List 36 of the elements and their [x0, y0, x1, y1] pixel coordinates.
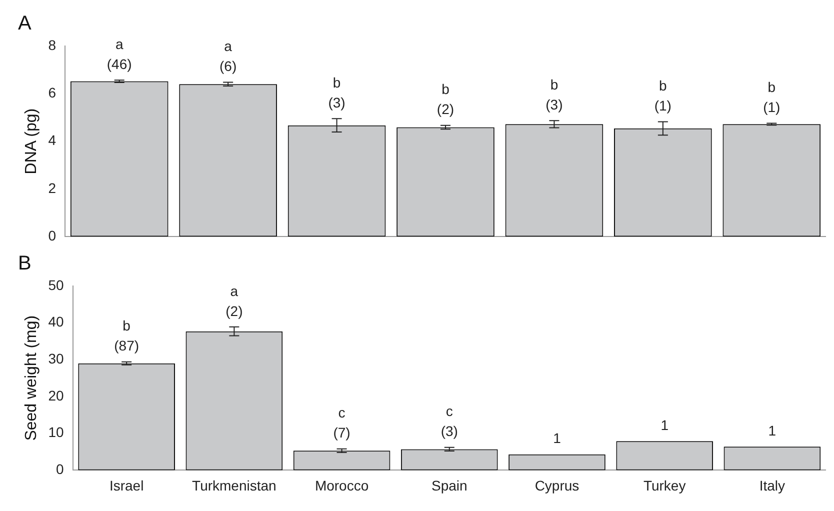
y-tick-label: 50 [48, 276, 64, 293]
annotation: 1 [660, 416, 669, 433]
annotation: c (3) [440, 403, 458, 440]
chart-title: A [18, 12, 32, 35]
y-tick-label: 8 [48, 36, 56, 53]
annotation: a (2) [226, 282, 243, 319]
annotation: 1 [768, 422, 776, 438]
y-tick-label: 4 [48, 132, 56, 148]
x-tick-label: Morocco [314, 477, 369, 494]
annotation: b (2) [436, 81, 454, 118]
x-tick-label: Israel [109, 477, 144, 494]
y-tick-label: 0 [56, 461, 64, 478]
annotation: b (87) [114, 318, 140, 354]
annotation: b (1) [654, 78, 672, 114]
chart-title: B [18, 252, 32, 275]
x-tick-label: Turkey [643, 477, 686, 494]
y-tick-label: 10 [48, 424, 64, 440]
annotation: b (3) [546, 76, 563, 112]
y-axis-title: DNA (pg) [23, 108, 40, 174]
x-tick-label: Turkmenistan [192, 477, 276, 494]
annotation: a (6) [220, 38, 237, 74]
x-tick-label: Spain [431, 477, 468, 494]
annotation: b (1) [763, 79, 780, 116]
x-tick-label: Cyprus [534, 477, 580, 494]
annotation: 1 [553, 430, 562, 446]
y-tick-label: 30 [48, 350, 64, 367]
y-tick-label: 2 [48, 180, 56, 196]
y-tick-label: 20 [48, 387, 64, 404]
annotation: c (7) [333, 404, 350, 441]
y-tick-label: 0 [48, 227, 56, 244]
annotation: b (3) [328, 74, 346, 111]
x-tick-label: Italy [759, 477, 786, 494]
y-tick-label: 6 [48, 84, 56, 101]
annotation: a (46) [106, 36, 132, 72]
y-tick-label: 40 [48, 314, 64, 330]
y-axis-title: Seed weight (mg) [23, 315, 40, 441]
